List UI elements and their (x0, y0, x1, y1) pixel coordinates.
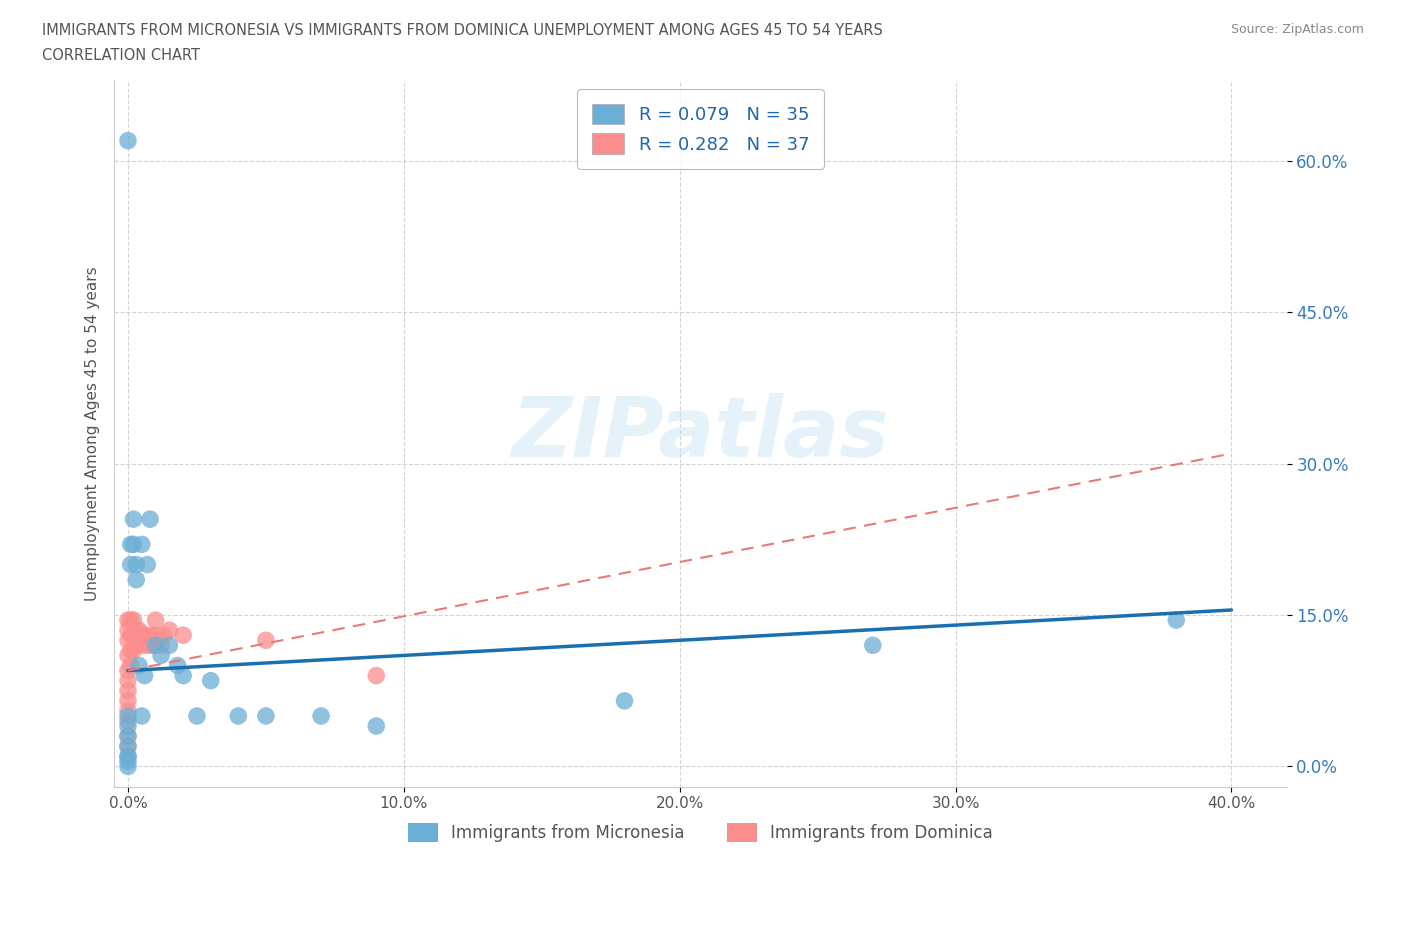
Point (117, 632, 139, 647)
Point (254, 632, 277, 647)
Point (862, 638, 884, 653)
Point (117, 673, 139, 688)
Point (157, 638, 180, 653)
Point (117, 749, 139, 764)
Point (153, 628, 176, 643)
Point (131, 709, 153, 724)
Point (125, 572, 148, 587)
Point (139, 512, 162, 526)
Point (186, 709, 208, 724)
Point (613, 694, 636, 709)
Point (150, 638, 173, 653)
Point (117, 759, 139, 774)
Point (125, 632, 148, 647)
Point (117, 684, 139, 698)
Point (128, 658, 150, 673)
Point (142, 638, 165, 653)
Point (134, 628, 156, 643)
Point (122, 613, 145, 628)
Point (117, 648, 139, 663)
Point (117, 713, 139, 728)
Point (117, 694, 139, 709)
Point (145, 638, 167, 653)
Y-axis label: Unemployment Among Ages 45 to 54 years: Unemployment Among Ages 45 to 54 years (86, 266, 100, 601)
Point (157, 623, 180, 638)
Point (120, 613, 142, 628)
Point (1166, 613, 1188, 628)
Point (139, 628, 162, 643)
Point (117, 623, 139, 638)
Point (117, 613, 139, 628)
Point (125, 623, 148, 638)
Point (117, 738, 139, 753)
Point (254, 709, 277, 724)
Point (366, 719, 388, 734)
Legend: Immigrants from Micronesia, Immigrants from Dominica: Immigrants from Micronesia, Immigrants f… (402, 817, 1000, 849)
Point (117, 749, 139, 764)
Point (136, 557, 159, 572)
Point (120, 557, 142, 572)
Point (128, 632, 150, 647)
Point (131, 638, 153, 653)
Point (166, 658, 188, 673)
Point (120, 643, 142, 658)
Point (150, 648, 173, 663)
Point (172, 668, 194, 683)
Point (117, 754, 139, 769)
Point (117, 703, 139, 718)
Point (200, 673, 222, 688)
Text: ZIPatlas: ZIPatlas (512, 392, 890, 474)
Point (366, 668, 388, 683)
Point (122, 537, 145, 551)
Point (131, 628, 153, 643)
Point (117, 738, 139, 753)
Point (136, 638, 159, 653)
Point (117, 709, 139, 724)
Point (309, 709, 332, 724)
Text: Source: ZipAtlas.com: Source: ZipAtlas.com (1230, 23, 1364, 36)
Point (117, 729, 139, 744)
Point (117, 729, 139, 744)
Point (120, 658, 142, 673)
Point (172, 628, 194, 643)
Point (125, 557, 148, 572)
Point (117, 663, 139, 678)
Point (228, 709, 250, 724)
Text: CORRELATION CHART: CORRELATION CHART (42, 48, 200, 63)
Point (122, 643, 145, 658)
Point (120, 537, 142, 551)
Point (134, 668, 156, 683)
Text: IMMIGRANTS FROM MICRONESIA VS IMMIGRANTS FROM DOMINICA UNEMPLOYMENT AMONG AGES 4: IMMIGRANTS FROM MICRONESIA VS IMMIGRANTS… (42, 23, 883, 38)
Point (120, 628, 142, 643)
Point (145, 628, 167, 643)
Point (131, 537, 153, 551)
Point (117, 719, 139, 734)
Point (128, 623, 150, 638)
Point (122, 512, 145, 526)
Point (122, 628, 145, 643)
Point (145, 613, 167, 628)
Point (117, 133, 139, 148)
